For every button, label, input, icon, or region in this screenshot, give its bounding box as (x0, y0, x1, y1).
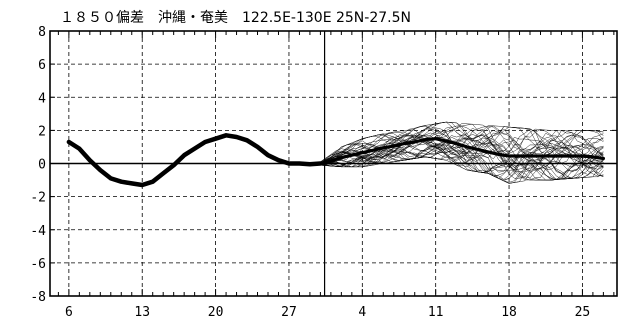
x-tick-label-3: 27 (281, 305, 297, 320)
x-tick-label-0: 6 (65, 305, 73, 320)
ensemble_mean-line (318, 137, 605, 166)
chart-title: １８５０偏差 沖縄・奄美 122.5E-130E 25N-27.5N (60, 10, 411, 26)
series-layer (66, 133, 605, 188)
ensemble-member-40 (320, 141, 604, 181)
ensemble-member-7 (320, 147, 604, 184)
x-tick-label-1: 13 (134, 305, 150, 320)
observed-line (66, 133, 323, 188)
y-tick-label-1: 6 (38, 58, 46, 73)
y-tick-label-3: 2 (38, 124, 46, 139)
ensemble-member-3 (320, 143, 604, 181)
y-tick-label-7: -6 (30, 257, 46, 272)
ensemble-member-23 (320, 128, 604, 164)
y-tick-label-2: 4 (38, 91, 46, 106)
ensemble-member-34 (320, 121, 604, 163)
ensemble-member-25 (320, 128, 604, 165)
ensemble-member-22 (320, 130, 604, 170)
y-tick-label-4: 0 (38, 158, 46, 173)
x-tick-label-6: 18 (501, 305, 517, 320)
x-tick-label-5: 11 (428, 305, 444, 320)
y-tick-label-0: 8 (38, 25, 46, 40)
ensemble-member-26 (320, 138, 604, 173)
y-tick-label-6: -4 (30, 224, 46, 239)
x-tick-label-2: 20 (208, 305, 224, 320)
y-tick-label-8: -8 (30, 290, 46, 305)
y-tick-label-5: -2 (30, 191, 46, 206)
ensemble-member-38 (320, 123, 604, 163)
x-tick-label-4: 4 (358, 305, 366, 320)
ensemble-member-5 (320, 134, 604, 171)
ensemble-member-37 (320, 139, 604, 179)
frame-layer (49, 30, 618, 297)
x-tick-label-7: 25 (575, 305, 591, 320)
ensemble-member-19 (320, 150, 604, 184)
ensemble-member-18 (320, 138, 604, 172)
ensemble-member-39 (320, 125, 604, 163)
